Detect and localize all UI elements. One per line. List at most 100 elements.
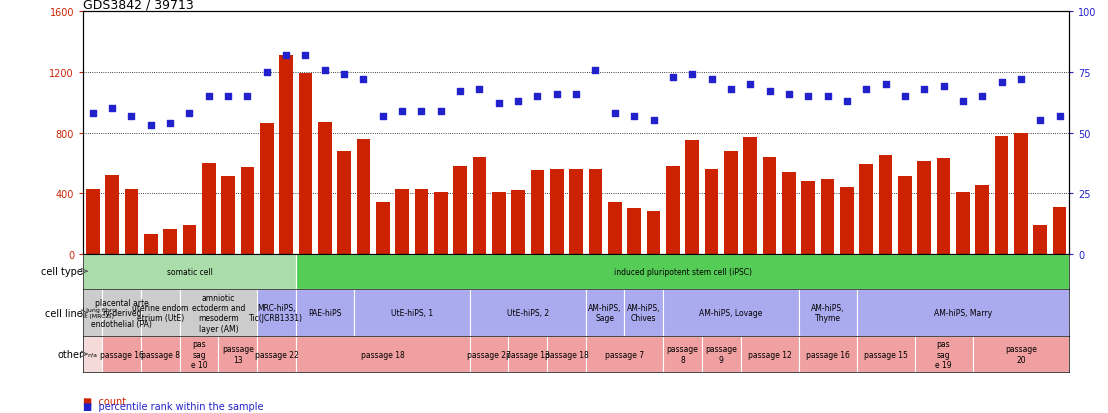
Text: passage 7: passage 7 [605,350,644,358]
Point [935,84,953,90]
Point [529,94,546,100]
Text: ■  percentile rank within the sample: ■ percentile rank within the sample [83,401,264,411]
Bar [453,166,466,254]
Bar [879,156,892,254]
Point [103,106,121,112]
Bar [86,189,100,254]
Bar [625,289,664,337]
Point [258,69,276,76]
Bar [740,337,799,372]
Bar [725,151,738,254]
Point [876,82,894,88]
Text: AM-hiPS,
Chives: AM-hiPS, Chives [627,303,660,323]
Bar [202,164,216,254]
Bar [396,189,409,254]
Bar [531,171,544,254]
Bar [376,203,390,254]
Text: PAE-hiPS: PAE-hiPS [308,309,341,317]
Text: passage 18: passage 18 [361,350,404,358]
Point [915,86,933,93]
Bar [799,289,856,337]
Bar [470,289,586,337]
Text: passage 13: passage 13 [506,350,550,358]
Bar [821,180,834,254]
Point [393,108,411,115]
Point [316,67,334,74]
Bar [956,192,970,254]
Text: passage 18: passage 18 [545,350,588,358]
Point [799,94,817,100]
Text: passage
20: passage 20 [1005,344,1037,364]
Point [123,113,141,120]
Text: MRC-hiPS,
Tic(JCRB1331): MRC-hiPS, Tic(JCRB1331) [249,303,304,323]
Bar [141,337,179,372]
Point [181,111,198,117]
Bar [1034,225,1047,254]
Bar [743,138,757,254]
Point [510,98,527,105]
Point [471,86,489,93]
Point [702,77,720,83]
Point [336,72,353,78]
Text: cell type: cell type [41,266,83,277]
Bar [1053,207,1066,254]
Bar [222,177,235,254]
Text: ■  count: ■ count [83,396,126,406]
Text: somatic cell: somatic cell [166,267,213,276]
Bar [973,337,1069,372]
Bar [296,337,470,372]
Text: pas
sag
e 19: pas sag e 19 [935,339,952,369]
Bar [995,136,1008,254]
Point [586,67,604,74]
Bar [588,169,603,254]
Text: passage
13: passage 13 [222,344,254,364]
Point [199,94,217,100]
Text: passage
9: passage 9 [705,344,737,364]
Text: AM-hiPS, Marry: AM-hiPS, Marry [934,309,992,317]
Text: uterine endom
etrium (UtE): uterine endom etrium (UtE) [132,303,188,323]
Point [606,111,624,117]
Bar [279,56,293,254]
Bar [627,209,640,254]
Bar [434,192,448,254]
Bar [144,234,157,254]
Point [238,94,256,100]
Bar [183,225,196,254]
Bar [860,165,873,254]
Bar [801,182,815,254]
Bar [125,189,138,254]
Point [277,52,295,59]
Point [451,89,469,95]
Point [684,72,701,78]
Point [625,113,643,120]
Point [780,91,798,98]
Point [219,94,237,100]
Bar [473,157,486,254]
Bar [260,124,274,254]
Point [373,113,391,120]
Text: AM-hiPS,
Sage: AM-hiPS, Sage [588,303,622,323]
Point [548,91,566,98]
Bar [701,337,740,372]
Point [432,108,450,115]
Bar [705,169,718,254]
Text: placental arte
ry-derived
endothelial (PA): placental arte ry-derived endothelial (P… [91,298,152,328]
Bar [1014,133,1027,254]
Bar [570,169,583,254]
Point [567,91,585,98]
Bar [179,289,257,337]
Bar [83,254,296,289]
Text: amniotic
ectoderm and
mesoderm
layer (AM): amniotic ectoderm and mesoderm layer (AM… [192,293,245,333]
Bar [318,123,331,254]
Bar [975,186,989,254]
Bar [102,337,141,372]
Bar [762,157,777,254]
Bar [357,139,370,254]
Bar [936,159,951,254]
Bar [899,177,912,254]
Point [1032,118,1049,124]
Text: AM-hiPS,
Thyme: AM-hiPS, Thyme [811,303,844,323]
Point [412,108,430,115]
Text: passage 12: passage 12 [748,350,791,358]
Bar [257,337,296,372]
